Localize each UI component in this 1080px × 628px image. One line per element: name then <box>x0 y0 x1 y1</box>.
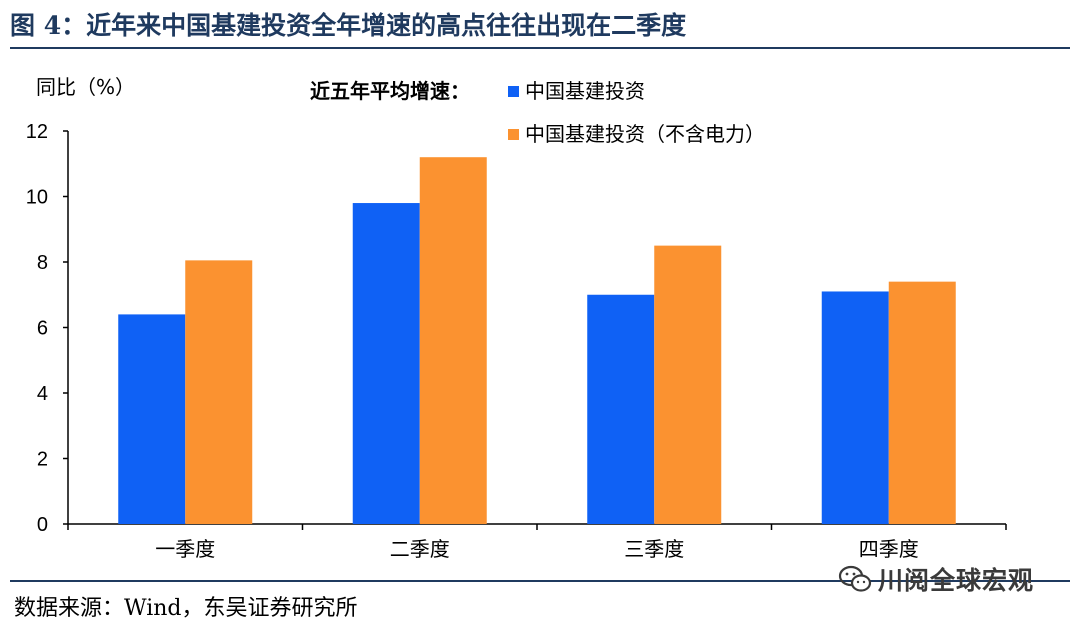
x-tick-label: 二季度 <box>390 537 450 561</box>
bar-infrastructure-ex-power <box>888 281 956 524</box>
title-divider <box>10 47 1070 49</box>
y-tick-label: 12 <box>26 121 48 143</box>
watermark: 川阅全球宏观 <box>838 562 1034 596</box>
y-tick-label: 4 <box>37 383 48 405</box>
legend-label: 中国基建投资 <box>525 79 645 103</box>
y-tick-label: 2 <box>37 449 48 471</box>
y-tick-label: 8 <box>37 252 48 274</box>
bar-infrastructure-ex-power <box>419 157 487 524</box>
legend-title: 近五年平均增速： <box>310 79 470 103</box>
x-tick-label: 四季度 <box>859 537 919 561</box>
y-tick-label: 10 <box>26 187 48 209</box>
bar-infrastructure-ex-power <box>654 245 722 524</box>
source-divider <box>10 580 1070 582</box>
bars <box>118 157 956 525</box>
bar-infrastructure <box>821 291 889 524</box>
bar-infrastructure-ex-power <box>185 260 253 524</box>
y-axis-label: 同比（%） <box>36 75 135 99</box>
x-tick-label: 一季度 <box>155 537 215 561</box>
legend-label: 中国基建投资（不含电力） <box>525 122 765 146</box>
watermark-text: 川阅全球宏观 <box>878 566 1035 595</box>
source-note: 数据来源：Wind，东吴证券研究所 <box>14 596 358 621</box>
figure-title: 图 4：近年来中国基建投资全年增速的高点往往出现在二季度 <box>10 11 687 40</box>
bar-infrastructure <box>587 294 655 524</box>
y-tick-label: 0 <box>37 514 48 536</box>
legend-swatch <box>508 129 519 140</box>
y-tick-label: 6 <box>37 318 48 340</box>
bar-infrastructure <box>352 203 420 525</box>
bar-infrastructure <box>118 314 186 524</box>
legend-swatch <box>508 86 519 97</box>
chat-bubble-icon <box>838 565 872 592</box>
x-tick-label: 三季度 <box>624 537 684 561</box>
